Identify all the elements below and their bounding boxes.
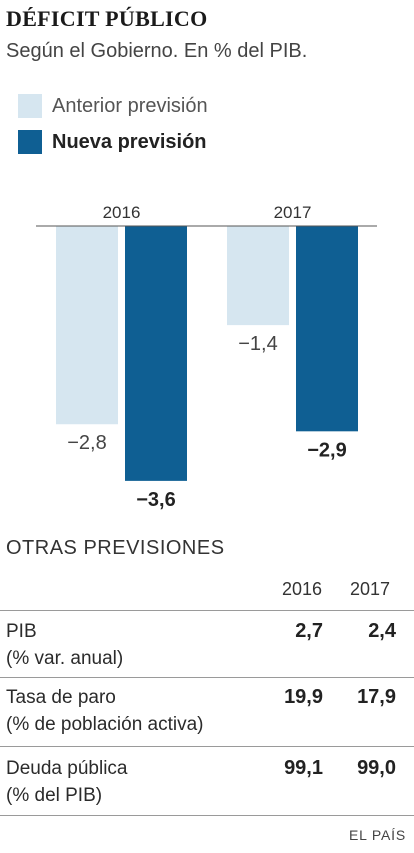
row-sublabel-deuda: (% del PIB)	[6, 785, 103, 806]
row-value-deuda-2016: 99,1	[284, 757, 323, 779]
data-label-nueva-2017: −2,9	[307, 439, 346, 461]
row-value-deuda-2017: 99,0	[357, 757, 396, 779]
data-label-anterior-2017: −1,4	[238, 333, 277, 355]
bar-anterior-2016	[56, 226, 118, 425]
legend-swatch-anterior	[18, 94, 42, 118]
table-title: OTRAS PREVISIONES	[6, 537, 225, 559]
legend-label-nueva: Nueva previsión	[52, 130, 207, 153]
table-col-header-2017: 2017	[350, 579, 391, 599]
legend-label-anterior: Anterior previsión	[52, 94, 208, 117]
bar-nueva-2017	[296, 226, 358, 432]
table-col-header-2016: 2016	[282, 579, 323, 599]
row-sublabel-pib: (% var. anual)	[6, 648, 124, 669]
bar-nueva-2016	[125, 226, 187, 481]
row-value-paro-2016: 19,9	[284, 686, 323, 708]
row-label-pib: PIB	[6, 621, 37, 642]
row-label-paro: Tasa de paro	[6, 687, 116, 708]
legend-swatch-nueva	[18, 130, 42, 154]
table-divider	[0, 610, 414, 611]
row-label-deuda: Deuda pública	[6, 758, 128, 779]
row-sublabel-paro: (% de población activa)	[6, 714, 204, 735]
table-divider	[0, 746, 414, 747]
chart-subtitle: Según el Gobierno. En % del PIB.	[6, 40, 308, 62]
row-value-pib-2016: 2,7	[295, 620, 323, 642]
chart-title: DÉFICIT PÚBLICO	[6, 6, 208, 31]
data-label-nueva-2016: −3,6	[136, 489, 175, 511]
x-tick-label-2017: 2017	[274, 203, 312, 222]
deficit-bar-chart: 2016 −2,8 −3,6 2017 −1,4 −2,9	[36, 203, 377, 511]
legend-item-anterior: Anterior previsión	[18, 94, 208, 118]
source-credit: EL PAÍS	[349, 827, 406, 843]
x-tick-label-2016: 2016	[103, 203, 141, 222]
row-value-pib-2017: 2,4	[368, 620, 396, 642]
legend-item-nueva: Nueva previsión	[18, 130, 207, 154]
data-label-anterior-2016: −2,8	[67, 432, 106, 454]
bar-anterior-2017	[227, 226, 289, 326]
row-value-paro-2017: 17,9	[357, 686, 396, 708]
table-divider	[0, 815, 414, 816]
table-divider	[0, 677, 414, 678]
